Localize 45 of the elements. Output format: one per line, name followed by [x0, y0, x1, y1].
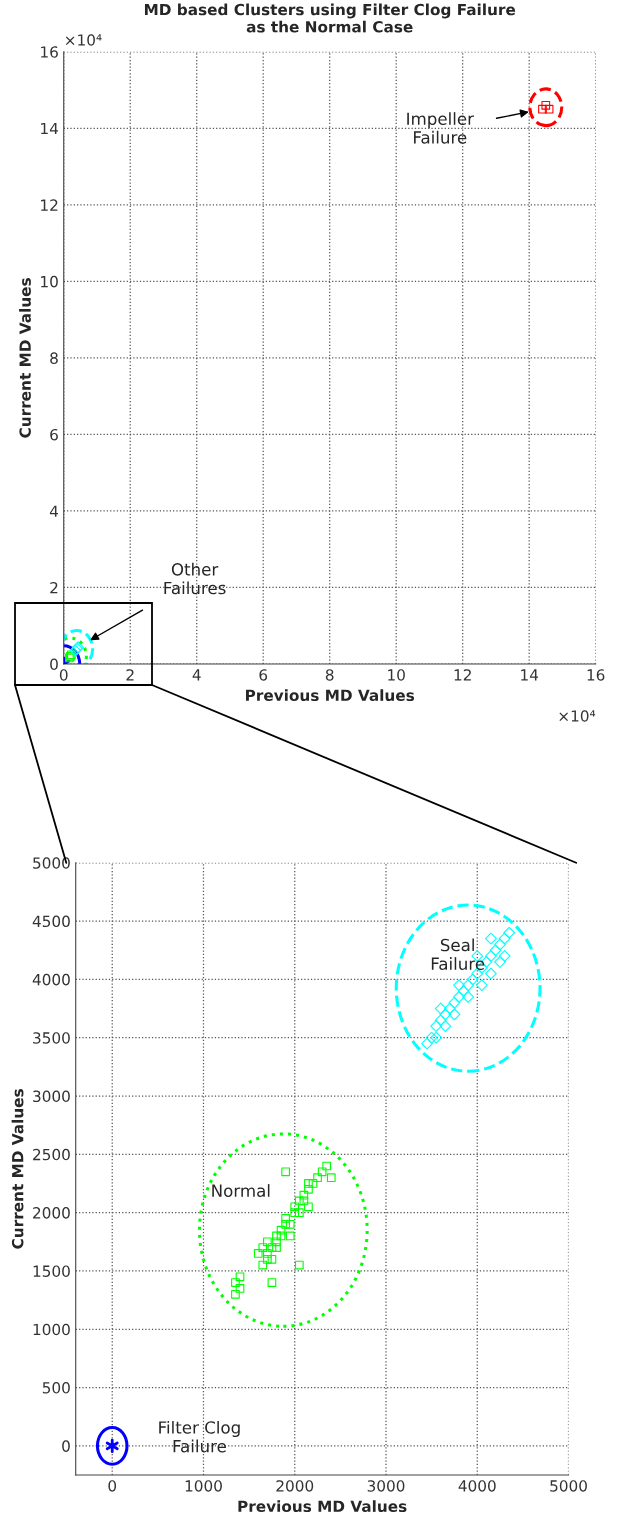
y-tick-label: 500: [42, 1382, 70, 1394]
x-tick-label: 3000: [367, 1480, 405, 1492]
x-tick-label: 2000: [276, 1480, 314, 1492]
y-tick-label: 2000: [33, 1207, 70, 1219]
y-tick-label: 3500: [33, 1032, 70, 1044]
y-axis-title: Current MD Values: [19, 278, 31, 438]
x-tick-label: 2: [126, 669, 134, 681]
text: ×10⁴: [65, 34, 102, 46]
annotation: Normal: [212, 1184, 270, 1197]
x-tick-label: 12: [454, 669, 471, 681]
x-tick-label: 16: [587, 669, 605, 681]
y-tick-label: 0: [50, 658, 58, 671]
y-tick-label: 5000: [33, 857, 70, 869]
x-tick-label: 6: [259, 669, 268, 681]
y-tick-label: 1000: [33, 1323, 70, 1336]
y-tick-label: 16: [41, 46, 58, 58]
y-tick-label: 10: [41, 275, 58, 288]
y-tick-label: 3000: [33, 1090, 70, 1103]
y-tick-label: 4500: [32, 915, 70, 928]
y-tick-label: 12: [41, 199, 58, 211]
y-tick-label: 4: [49, 505, 59, 517]
chart-title: MD based Clusters using Filter Clog Failure as the Normal Case: [144, 3, 516, 33]
y-tick-label: 2500: [33, 1148, 70, 1161]
x-tick-label: 1000: [185, 1480, 222, 1492]
annotation: Filter Clog Failure: [159, 1420, 240, 1453]
x-tick-label: 5000: [550, 1480, 587, 1492]
x-tick-label: 8: [325, 669, 334, 681]
y-tick-label: 14: [41, 122, 59, 135]
x-tick-label: 4000: [458, 1480, 496, 1492]
y-tick-label: 2: [50, 581, 58, 594]
text: ×10⁴: [559, 710, 596, 722]
x-axis-title: Previous MD Values: [238, 1500, 407, 1513]
x-tick-label: 4: [192, 669, 201, 681]
x-tick-label: 10: [388, 669, 405, 681]
annotation: Other Failures: [164, 562, 226, 595]
annotation: Impeller Failure: [407, 112, 474, 144]
y-tick-label: 4000: [32, 973, 70, 986]
x-tick-label: 0: [108, 1480, 117, 1492]
y-tick-label: 0: [62, 1440, 70, 1452]
y-tick-label: 6: [50, 428, 58, 441]
x-axis-title: Previous MD Values: [246, 689, 415, 702]
y-tick-label: 1500: [33, 1265, 70, 1277]
y-tick-label: 8: [50, 352, 58, 364]
x-tick-label: 14: [521, 669, 539, 681]
y-axis-title: Current MD Values: [11, 1089, 24, 1249]
